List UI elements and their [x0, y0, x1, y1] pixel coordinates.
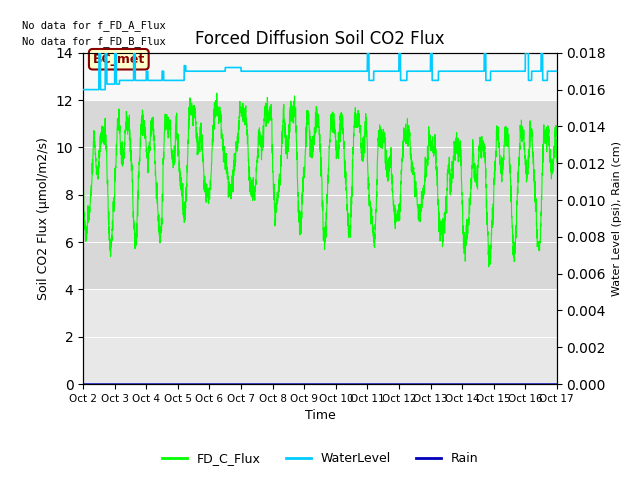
- Y-axis label: Soil CO2 Flux (μmol/m2/s): Soil CO2 Flux (μmol/m2/s): [37, 137, 51, 300]
- Bar: [83, 100, 557, 289]
- Bar: [83, 289, 557, 384]
- Title: Forced Diffusion Soil CO2 Flux: Forced Diffusion Soil CO2 Flux: [195, 30, 445, 48]
- Legend: FD_C_Flux, WaterLevel, Rain: FD_C_Flux, WaterLevel, Rain: [157, 447, 483, 470]
- Text: No data for f_FD_B_Flux: No data for f_FD_B_Flux: [22, 36, 165, 47]
- Y-axis label: Water Level (psi), Rain (cm): Water Level (psi), Rain (cm): [612, 141, 621, 296]
- Bar: [83, 53, 557, 100]
- Text: BC_met: BC_met: [93, 53, 145, 66]
- X-axis label: Time: Time: [305, 409, 335, 422]
- Text: No data for f_FD_A_Flux: No data for f_FD_A_Flux: [22, 20, 165, 31]
